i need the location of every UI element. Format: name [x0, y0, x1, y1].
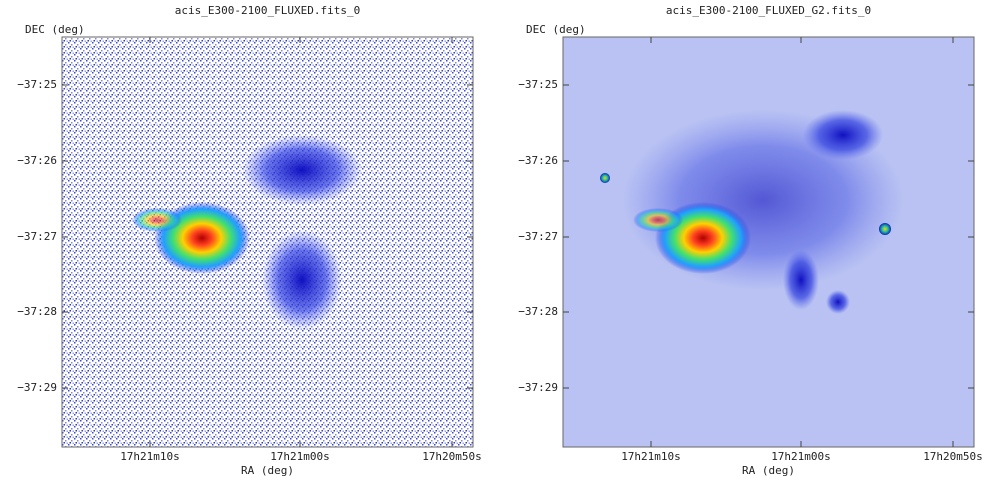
- bright-region: [132, 208, 182, 232]
- panel-title: acis_E300-2100_FLUXED_G2.fits_0: [666, 4, 871, 17]
- y-tick-label: −37:27: [17, 230, 57, 243]
- emission: [783, 250, 819, 310]
- emission: [242, 135, 362, 205]
- x-tick-label: 17h20m50s: [923, 450, 983, 463]
- y-axis-label: DEC (deg): [526, 23, 586, 36]
- emission: [803, 110, 883, 160]
- x-axis-label: RA (deg): [742, 464, 795, 477]
- y-tick-label: −37:29: [17, 381, 57, 394]
- x-tick-label: 17h21m10s: [621, 450, 681, 463]
- emission: [262, 230, 342, 330]
- y-tick-label: −37:29: [518, 381, 558, 394]
- x-tick-label: 17h21m00s: [270, 450, 330, 463]
- x-tick-label: 17h21m10s: [120, 450, 180, 463]
- panel-title: acis_E300-2100_FLUXED.fits_0: [175, 4, 360, 17]
- y-tick-label: −37:27: [518, 230, 558, 243]
- sky-image: [563, 37, 974, 447]
- point-source: [600, 173, 610, 183]
- panel: acis_E300-2100_FLUXED.fits_0 DEC (deg) −37…: [17, 4, 482, 477]
- x-axis-label: RA (deg): [241, 464, 294, 477]
- bright-region: [633, 208, 683, 232]
- y-tick-label: −37:28: [17, 305, 57, 318]
- y-tick-label: −37:25: [17, 78, 57, 91]
- image-background: [62, 37, 473, 447]
- y-tick-label: −37:26: [518, 154, 558, 167]
- sky-image: [62, 37, 473, 447]
- y-tick-label: −37:26: [17, 154, 57, 167]
- x-tick-label: 17h21m00s: [771, 450, 831, 463]
- image-frame: [562, 36, 975, 448]
- emission: [826, 290, 850, 314]
- point-source: [879, 223, 891, 235]
- y-tick-label: −37:28: [518, 305, 558, 318]
- y-axis-label: DEC (deg): [25, 23, 85, 36]
- y-tick-label: −37:25: [518, 78, 558, 91]
- x-tick-label: 17h20m50s: [422, 450, 482, 463]
- image-frame: [61, 36, 474, 448]
- panel: acis_E300-2100_FLUXED_G2.fits_0 DEC (deg)…: [518, 4, 983, 477]
